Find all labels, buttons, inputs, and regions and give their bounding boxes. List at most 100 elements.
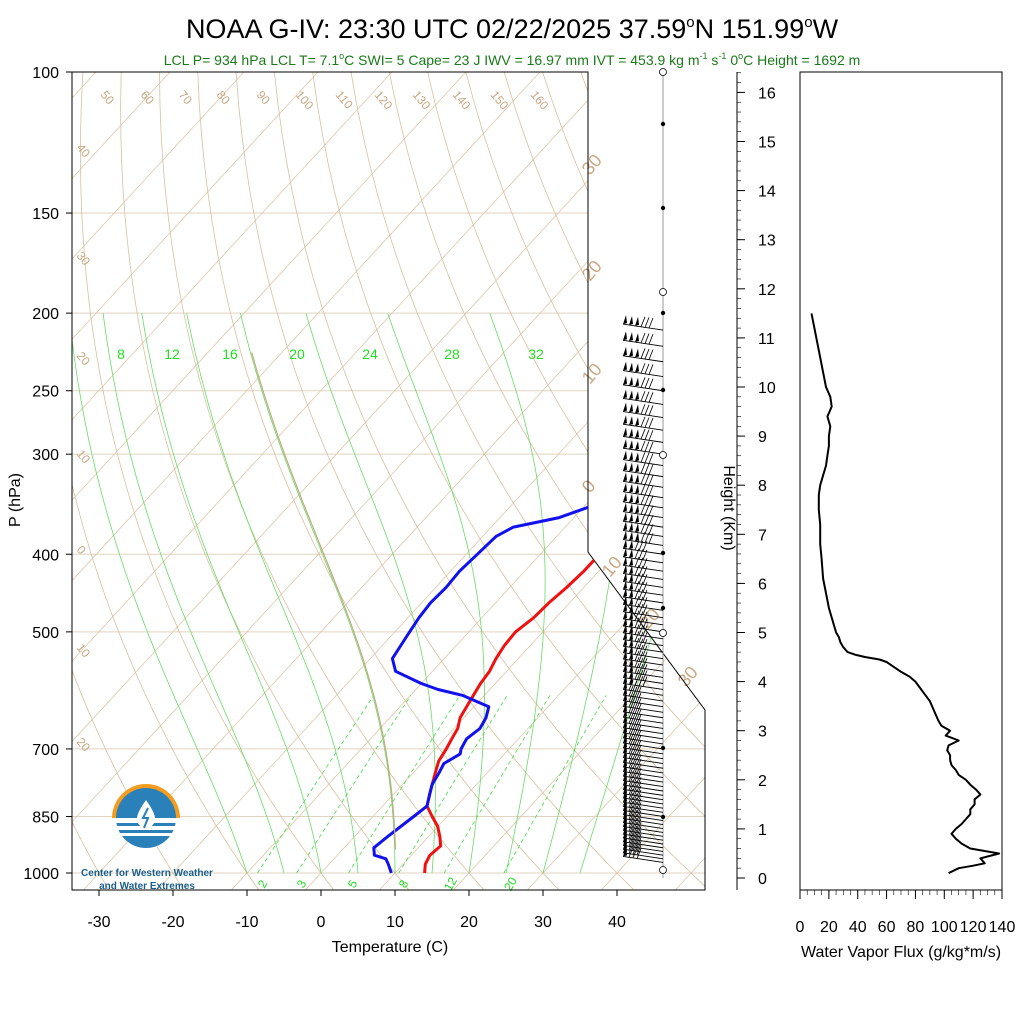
dry-adiabat-label: 150	[488, 88, 512, 113]
barb-feather	[641, 514, 645, 524]
pressure-tick-label: 1000	[23, 866, 59, 883]
barb-calm-marker	[660, 452, 667, 459]
dry-adiabat-label: 100	[293, 88, 317, 113]
barb-feather	[645, 505, 649, 515]
barb-feather	[641, 504, 645, 514]
dry-adiabat-line	[271, 35, 726, 906]
barb-feather	[641, 404, 645, 414]
barb-flag	[635, 317, 639, 326]
height-tick-label: 9	[758, 429, 767, 446]
barb-flag	[623, 415, 627, 424]
title-deg-lon: o	[804, 14, 812, 31]
barb-staff	[623, 492, 663, 498]
flux-tick-label: 80	[907, 919, 925, 936]
barb-flag	[629, 484, 633, 493]
barb-staff	[623, 502, 663, 508]
isotherm-line	[0, 35, 426, 906]
height-tick-label: 14	[758, 184, 776, 201]
isotherm-line	[0, 35, 352, 906]
title-lon-hem: W	[813, 14, 839, 44]
barb-feather	[645, 392, 649, 402]
barb-feather	[641, 474, 645, 484]
barb-flag	[635, 532, 639, 541]
barb-flag	[623, 521, 627, 530]
barb-flag	[623, 362, 627, 371]
barb-feather	[641, 348, 645, 358]
pressure-tick-label: 500	[32, 625, 59, 642]
height-tick-label: 10	[758, 380, 776, 397]
barb-feather	[645, 475, 649, 485]
barb-staff	[623, 717, 663, 723]
stat-zero-height: 0	[730, 52, 738, 68]
dry-adiabat-left-label: 0	[74, 543, 89, 557]
barb-feather	[649, 379, 653, 389]
barb-feather	[649, 430, 653, 440]
barb-feather	[649, 418, 653, 428]
moist-adiabat-line	[142, 313, 321, 873]
barb-flag	[629, 403, 633, 412]
dry-adiabat-line	[532, 35, 1024, 906]
barb-staff	[623, 706, 663, 712]
flux-tick-label: 60	[878, 919, 896, 936]
mixing-ratio-bottom-label: 2	[255, 877, 271, 890]
barb-feather	[641, 523, 645, 533]
flux-panel-frame	[800, 72, 1002, 890]
barb-calm-marker	[661, 388, 665, 392]
barb-flag	[629, 473, 633, 482]
dry-adiabat-label: 90	[254, 88, 274, 107]
dry-adiabat-label: 50	[98, 88, 118, 107]
dry-adiabat-line	[39, 35, 271, 906]
barb-flag	[623, 530, 627, 539]
barb-flag	[623, 483, 627, 492]
barb-feather	[649, 318, 653, 328]
mixing-ratio-top-label: 24	[362, 346, 378, 362]
pressure-tick-label: 850	[32, 809, 59, 826]
barb-feather	[645, 364, 649, 374]
barb-flag	[629, 503, 633, 512]
barb-calm-marker	[661, 206, 665, 210]
temperature-tick-label: 20	[460, 914, 478, 931]
isotherm-line	[68, 35, 869, 906]
barb-feather	[645, 334, 649, 344]
barb-feather	[641, 463, 645, 473]
mixing-ratio-top-label: 32	[528, 346, 544, 362]
barb-flag	[635, 378, 639, 387]
temperature-tick-label: 0	[317, 914, 326, 931]
barb-flag	[629, 348, 633, 357]
barb-calm-marker	[661, 606, 665, 610]
barb-feather	[645, 317, 649, 327]
dry-adiabat-left-label: 30	[74, 249, 94, 268]
isotherm-line	[0, 35, 574, 906]
moist-adiabat-label: 20	[578, 256, 606, 284]
height-tick-label: 13	[758, 233, 776, 250]
barb-calm-marker	[661, 815, 665, 819]
dry-adiabat-line	[0, 35, 194, 906]
flux-tick-label: 40	[849, 919, 867, 936]
stat-cape: Cape= 23 J	[408, 52, 480, 68]
dry-adiabat-label: 160	[528, 88, 552, 113]
height-axis-label: Height (Km)	[720, 465, 737, 550]
dry-adiabat-label: 110	[333, 88, 356, 112]
height-tick-label: 5	[758, 626, 767, 643]
stat-lcl-p: LCL P= 934 hPa	[164, 52, 267, 68]
barb-flag	[629, 513, 633, 522]
barb-flag	[629, 531, 633, 540]
barb-flag	[635, 474, 639, 483]
barb-flag	[629, 428, 633, 437]
barb-feather	[641, 441, 645, 451]
barb-flag	[629, 332, 633, 341]
flux-profile	[812, 313, 1000, 873]
barb-feather	[641, 484, 645, 494]
barb-flag	[623, 512, 627, 521]
temperature-tick-label: 10	[386, 914, 404, 931]
barb-flag	[635, 404, 639, 413]
mixing-ratio-bottom-label: 5	[345, 877, 361, 890]
barb-staff	[623, 371, 663, 377]
barb-staff	[623, 712, 663, 718]
flux-tick-label: 100	[931, 919, 958, 936]
dry-adiabat-left-label: 40	[74, 141, 94, 160]
barb-flag	[629, 316, 633, 325]
mixing-ratio-line	[349, 695, 460, 873]
barb-flag	[629, 377, 633, 386]
